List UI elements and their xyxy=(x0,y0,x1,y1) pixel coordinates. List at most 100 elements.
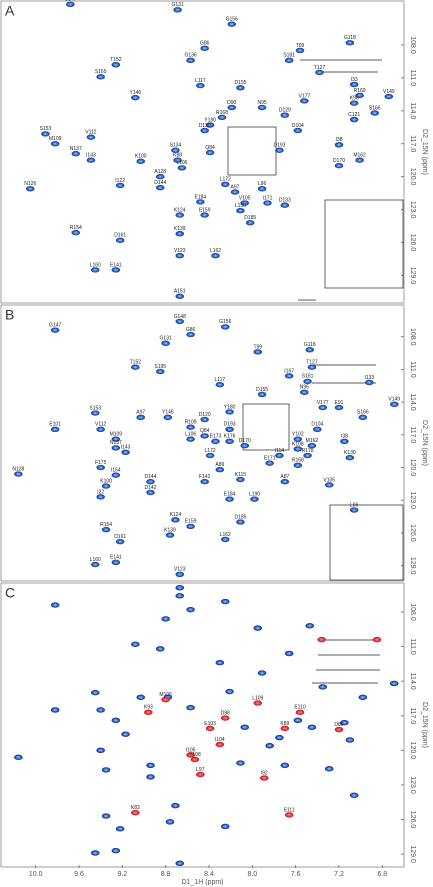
peak-label: S134 xyxy=(170,143,182,149)
peak xyxy=(101,483,111,489)
peak xyxy=(175,593,185,599)
peak xyxy=(295,709,305,716)
peak xyxy=(370,110,380,116)
peak xyxy=(365,379,374,386)
peak-label: D104 xyxy=(292,123,304,129)
peak-label: V112 xyxy=(85,130,97,136)
peak xyxy=(349,116,359,123)
peak-label: V123 xyxy=(174,567,186,573)
peak xyxy=(205,725,215,732)
peak xyxy=(175,212,185,218)
y-tick-label: 120.0 xyxy=(409,742,416,760)
peak xyxy=(186,424,195,430)
peak-label: K139 xyxy=(164,527,176,533)
peak xyxy=(324,766,334,772)
peak-label: I92 xyxy=(261,770,268,776)
peak-label: E173 xyxy=(210,434,222,440)
peak xyxy=(211,438,220,445)
x-tick-label: 7.2 xyxy=(334,871,344,878)
peak-label: L106 xyxy=(185,432,196,438)
peak xyxy=(96,747,105,754)
peak-label: D120 xyxy=(199,123,211,129)
peak-label: S153 xyxy=(89,405,101,411)
y-tick-label: 123.0 xyxy=(409,201,416,219)
peak-label: D185 xyxy=(244,215,256,221)
peak xyxy=(175,585,185,591)
y-tick-label: 126.0 xyxy=(409,811,416,829)
peak xyxy=(186,752,195,758)
peak-label: S181 xyxy=(302,374,314,380)
peak xyxy=(196,771,205,778)
peak-label: Y180 xyxy=(204,117,216,123)
peak-label: I105 xyxy=(186,747,196,753)
peak xyxy=(50,707,60,713)
peak xyxy=(236,85,245,91)
peak-label: R169 xyxy=(354,88,366,94)
peak xyxy=(334,163,344,169)
peak xyxy=(41,131,50,137)
peak-label: D144 xyxy=(145,474,157,480)
peak-label: V177 xyxy=(317,400,329,406)
peak xyxy=(111,436,121,442)
peak xyxy=(334,404,344,411)
peak-label: S195 xyxy=(154,364,166,370)
inset-box xyxy=(324,199,404,289)
y-tick-label: 108.0 xyxy=(409,603,416,621)
peak xyxy=(196,199,205,205)
peak xyxy=(165,819,175,825)
peak xyxy=(275,452,284,459)
peak-label: I171 xyxy=(263,195,273,201)
peak xyxy=(211,253,220,259)
peak xyxy=(186,436,195,442)
peak-label: E159 xyxy=(199,207,211,213)
peak xyxy=(71,229,81,236)
peak-label: F142 xyxy=(199,474,211,480)
peak xyxy=(305,347,315,353)
peak xyxy=(280,112,290,118)
peak xyxy=(240,724,250,731)
peak xyxy=(355,92,364,99)
peak xyxy=(111,717,121,724)
peak-label: R154 xyxy=(70,225,82,231)
peak-label: L106 xyxy=(176,160,187,166)
peak xyxy=(307,443,317,449)
y-tick-label: 108.0 xyxy=(409,328,416,346)
peak xyxy=(236,519,245,525)
peak-label: S153 xyxy=(40,126,52,132)
peak-label: Q84 xyxy=(205,145,215,151)
peak xyxy=(111,445,121,451)
peak xyxy=(257,104,267,111)
peak xyxy=(259,775,269,781)
peak xyxy=(257,670,267,676)
peak xyxy=(280,479,290,485)
peak xyxy=(146,489,155,496)
x-tick-label: 6.8 xyxy=(377,871,387,878)
peak-label: K124 xyxy=(170,512,182,518)
peak-label: L117 xyxy=(214,377,225,383)
peak xyxy=(86,157,96,163)
peak xyxy=(131,364,140,370)
peak-label: I143 xyxy=(121,445,131,451)
peak-label: Y180 xyxy=(224,404,236,410)
peak-label: S181 xyxy=(283,53,295,59)
y-tick-label: 123.0 xyxy=(409,491,416,509)
inset-box xyxy=(329,504,404,581)
peak xyxy=(71,150,81,157)
peak-label: D142 xyxy=(145,485,157,491)
peak xyxy=(236,760,245,766)
peak xyxy=(349,792,359,799)
peak-label: D161 xyxy=(114,534,126,540)
peak-label: I22 xyxy=(97,489,104,495)
peak xyxy=(90,267,100,273)
peak-label: E110 xyxy=(294,705,306,711)
y-tick-label: 114.0 xyxy=(409,394,416,411)
peak-label: I133 xyxy=(364,375,374,381)
peak xyxy=(349,507,359,513)
peak-label: K100 xyxy=(100,478,112,484)
peak xyxy=(215,467,225,473)
peak xyxy=(220,598,230,605)
y-tick-label: 114.0 xyxy=(409,673,416,690)
y-tick-label: 129.0 xyxy=(409,267,416,285)
peak-label: R154 xyxy=(100,522,112,528)
plot-frame xyxy=(0,304,405,582)
